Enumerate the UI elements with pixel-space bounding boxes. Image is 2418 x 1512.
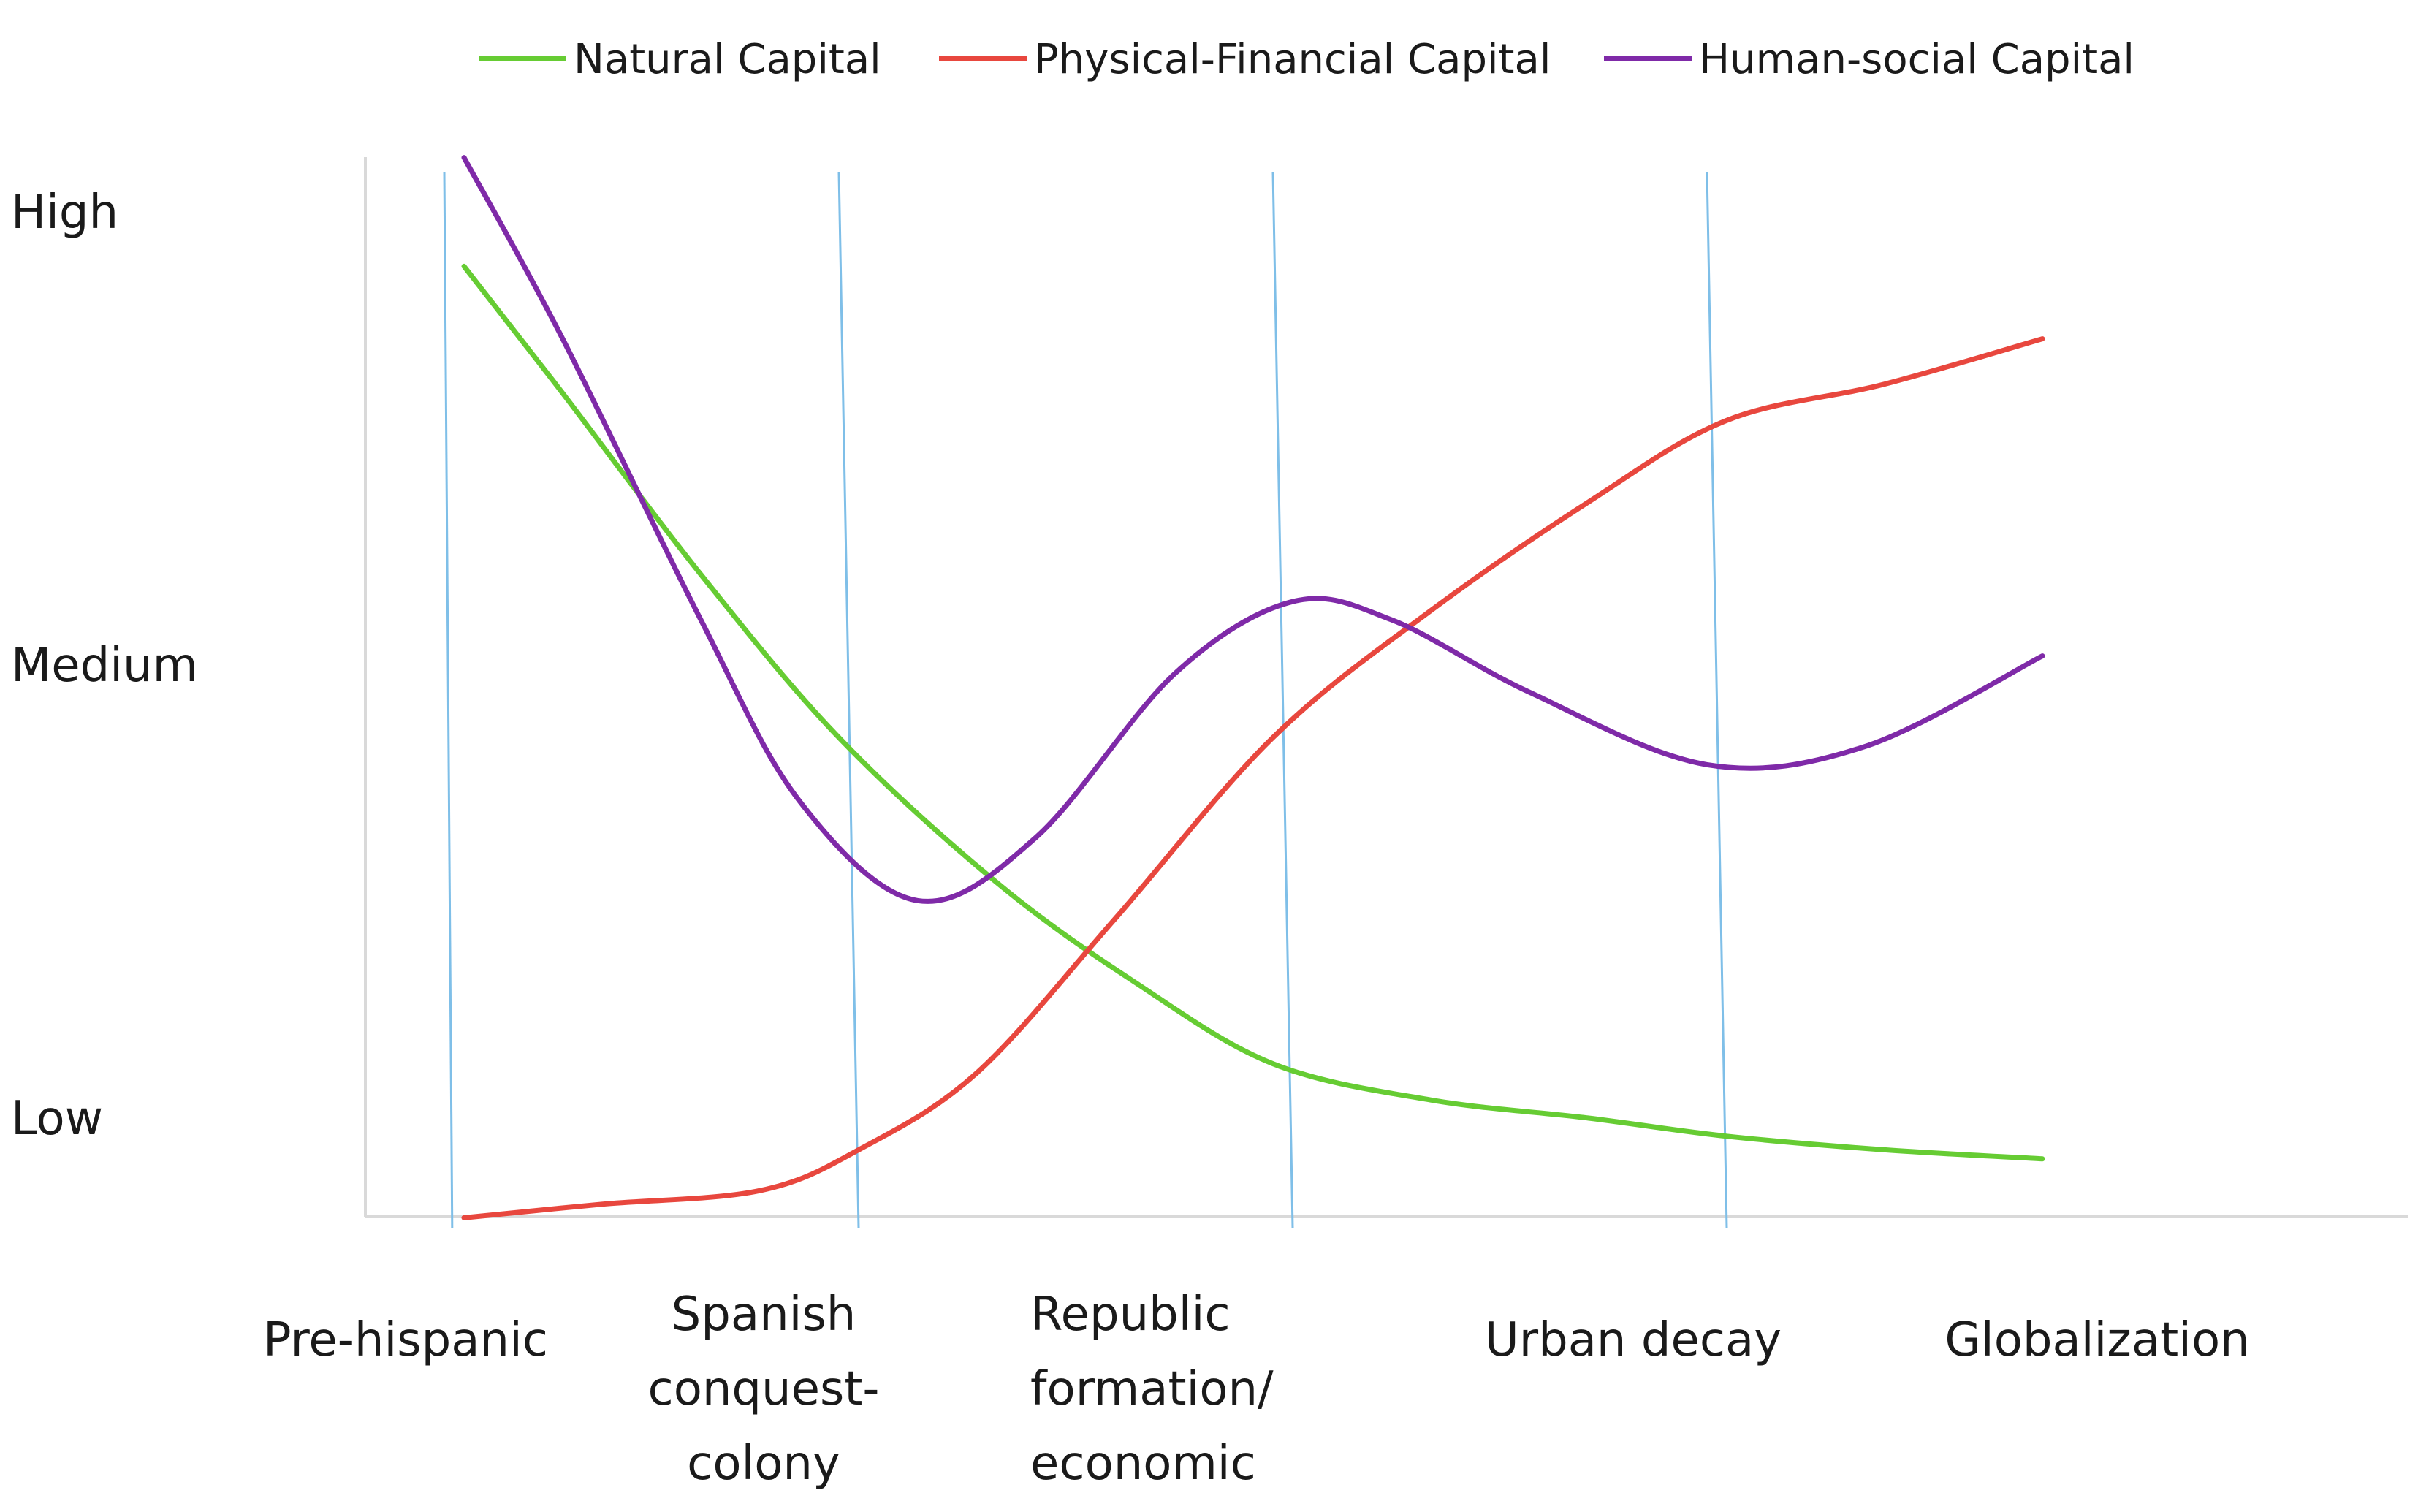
y-tick-label-high: High (11, 186, 118, 240)
x-category-labels: Pre-hispanic Spanish conquest-colony Republ… (263, 1288, 2250, 1491)
y-tick-label-low: Low (11, 1092, 103, 1146)
period-dividers (443, 171, 1728, 1228)
legend-label-physical-financial-capital: Physical-Financial Capital (1034, 36, 1551, 83)
x-category-label-5: Globalization (1944, 1313, 2249, 1367)
series-line-physical-financial-capital (461, 336, 2045, 1220)
period-divider-3 (1271, 171, 1294, 1228)
y-tick-label-medium: Medium (11, 639, 198, 693)
period-divider-2 (837, 171, 860, 1228)
series-line-natural-capital (461, 263, 2045, 1162)
legend-label-human-social-capital: Human-social Capital (1699, 36, 2134, 83)
legend: Natural Capital Physical-Financial Capita… (479, 36, 2134, 83)
x-category-label-1: Pre-hispanic (263, 1313, 548, 1367)
x-category-label-4: Urban decay (1485, 1313, 1782, 1367)
series-layer (461, 155, 2045, 1220)
x-category-label-3: Republic formation/economic (1030, 1288, 1274, 1491)
legend-label-natural-capital: Natural Capital (574, 36, 881, 83)
plot-area (364, 155, 2408, 1228)
period-divider-4 (1706, 171, 1728, 1228)
series-line-human-social-capital (461, 155, 2045, 904)
period-divider-1 (443, 171, 454, 1228)
y-tick-labels: High Medium Low (11, 186, 198, 1146)
x-category-label-2: Spanish conquest-colony (648, 1288, 880, 1491)
